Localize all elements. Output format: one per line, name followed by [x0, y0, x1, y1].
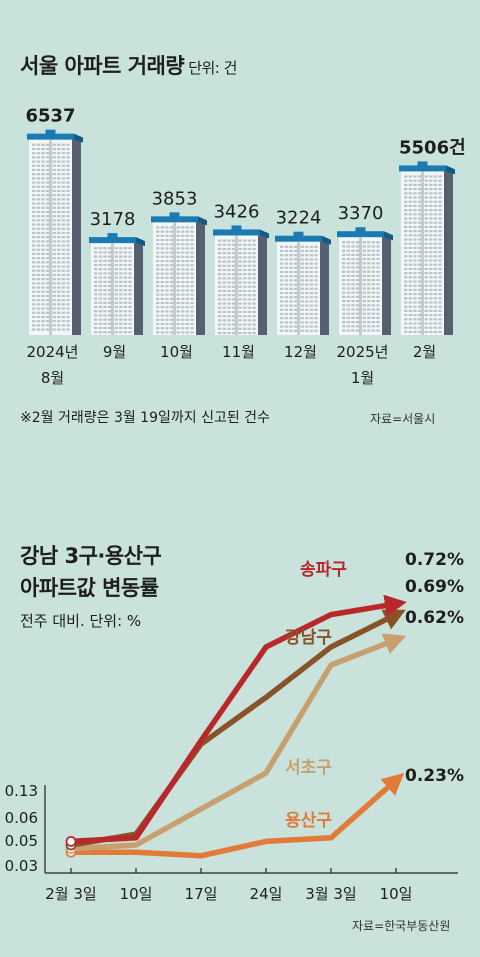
bar-building — [275, 231, 331, 335]
bar-chart-note: ※2월 거래량은 3월 19일까지 신고된 건수 — [20, 410, 270, 426]
bar-category-label: 10월 — [160, 343, 193, 361]
line-chart-source: 자료=한국부동산원 — [352, 919, 451, 933]
series-end-label: 0.62% — [405, 608, 464, 628]
x-tick-label: 2월 3일 — [45, 885, 96, 903]
bar-category-label: 2025년 — [337, 343, 389, 361]
bar-category-label: 2024년 — [27, 343, 79, 361]
x-tick-label: 10일 — [380, 885, 413, 903]
x-tick-label: 10일 — [120, 885, 153, 903]
start-value-label: 0.06 — [5, 809, 38, 827]
bar-chart-source: 자료=서울시 — [370, 412, 436, 426]
bar-value-label: 3853 — [152, 188, 198, 209]
series-end-label: 0.23% — [405, 766, 464, 786]
series-end-label: 0.72% — [405, 550, 464, 570]
series-end-label: 0.69% — [405, 577, 464, 597]
start-value-label: 0.05 — [5, 832, 38, 850]
x-tick-label: 3월 3일 — [305, 885, 356, 903]
bar-building — [337, 227, 393, 335]
line-chart-title-1: 강남 3구·용산구 — [20, 544, 162, 568]
bar-value-label: 3426 — [214, 201, 260, 222]
bar-category-label: 2월 — [413, 343, 436, 361]
bar-building — [89, 233, 145, 335]
bar-value-label: 3178 — [90, 209, 136, 230]
series-line — [70, 609, 406, 848]
start-value-label: 0.03 — [5, 857, 38, 875]
bar-chart-unit: 단위: 건 — [188, 59, 237, 77]
bar-value-label: 3370 — [338, 203, 384, 224]
bar-chart: 6537 2024년 8월 3178 9월 3853 10월 3426 11월 3224 12월 33… — [25, 106, 466, 387]
line-chart-title-2: 아파트값 변동률 — [20, 576, 159, 600]
bar-value-label: 5506건 — [399, 137, 466, 158]
series-line — [70, 633, 407, 852]
bar-category-label: 12월 — [284, 343, 317, 361]
bar-value-label: 6537 — [25, 106, 75, 127]
series-name-label: 서초구 — [285, 758, 332, 778]
bar-category-label: 11월 — [222, 343, 255, 361]
line-chart-subtitle: 전주 대비. 단위: % — [20, 612, 142, 630]
bar-building — [213, 225, 269, 335]
bar-value-label: 3224 — [276, 208, 322, 229]
series-name-label: 강남구 — [285, 628, 332, 648]
series-line — [70, 594, 407, 845]
start-value-label: 0.13 — [5, 782, 38, 800]
series-name-label: 용산구 — [285, 811, 332, 831]
bar-building — [151, 212, 207, 335]
series-line — [71, 772, 405, 859]
bar-chart-title: 서울 아파트 거래량 단위: 건 — [20, 50, 237, 80]
bar-category-label: 9월 — [103, 343, 126, 361]
bar-chart-title-text: 서울 아파트 거래량 — [20, 54, 185, 78]
bar-category-label-line2: 8월 — [41, 369, 64, 387]
x-tick-label: 24일 — [250, 885, 283, 903]
series-name-label: 송파구 — [300, 560, 347, 580]
bar-category-label-line2: 1월 — [351, 369, 374, 387]
series-start-point — [65, 835, 77, 847]
bar-building — [27, 129, 83, 335]
bar-building — [399, 161, 455, 335]
x-tick-label: 17일 — [185, 885, 218, 903]
